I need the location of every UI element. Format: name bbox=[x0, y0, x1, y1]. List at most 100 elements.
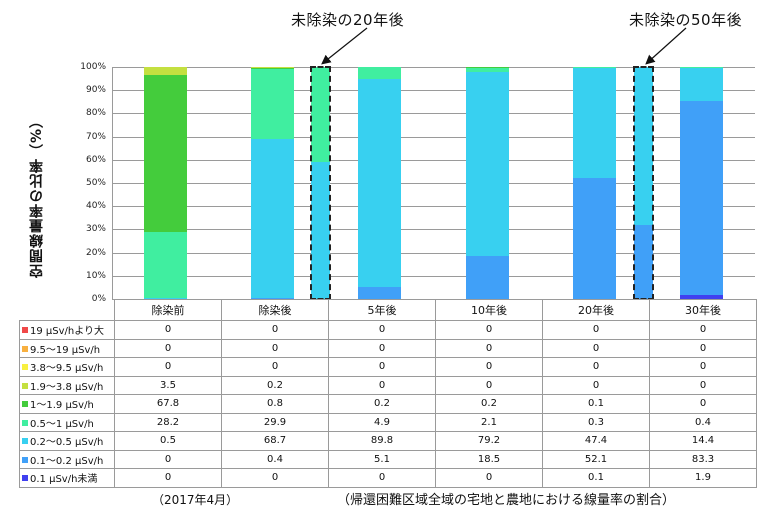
legend-label: 1.9～3.8 μSv/h bbox=[30, 381, 104, 393]
bar-segment bbox=[634, 67, 653, 225]
y-axis-label: 空間線量率の比率（%） bbox=[29, 112, 45, 278]
legend-swatch-icon bbox=[22, 475, 28, 482]
y-tick-label: 10% bbox=[85, 270, 106, 281]
bar-segment bbox=[144, 75, 187, 233]
bar-segment bbox=[311, 67, 330, 163]
table-cell: 0 bbox=[114, 338, 222, 358]
gridline bbox=[112, 275, 755, 277]
legend-label: 0.2～0.5 μSv/h bbox=[30, 437, 104, 449]
table-cell: 2.1 bbox=[435, 412, 543, 432]
table-cell: 14.4 bbox=[649, 431, 757, 451]
table-cell: 89.8 bbox=[328, 431, 436, 451]
table-row: 9.5～19 μSv/h 0 0 0 0 0 0 bbox=[19, 338, 757, 358]
legend-swatch-icon bbox=[22, 438, 28, 445]
callout-undecontaminated-50yr: 未除染の50年後 bbox=[629, 11, 743, 29]
table-row: 1.9～3.8 μSv/h 3.5 0.2 0 0 0 0 bbox=[19, 375, 757, 395]
table-row: 3.8～9.5 μSv/h 0 0 0 0 0 0 bbox=[19, 357, 757, 377]
table-cell: 67.8 bbox=[114, 394, 222, 414]
table-cell: 0.4 bbox=[221, 449, 329, 469]
legend-swatch-icon bbox=[22, 364, 28, 371]
legend-label: 19 μSv/hより大 bbox=[30, 326, 105, 338]
table-cell: 28.2 bbox=[114, 412, 222, 432]
legend-label: 0.5～1 μSv/h bbox=[30, 418, 94, 430]
bar-segment bbox=[358, 67, 402, 79]
table-row: 0.1 μSv/h未満 0 0 0 0 0.1 1.9 bbox=[19, 468, 757, 488]
legend-swatch-icon bbox=[22, 327, 28, 334]
table-row: 0.2～0.5 μSv/h 0.5 68.7 89.8 79.2 47.4 14.4 bbox=[19, 431, 757, 451]
table-cell: 0.2 bbox=[328, 394, 436, 414]
bar-4 bbox=[572, 67, 616, 299]
table-cell: 0 bbox=[328, 357, 436, 377]
legend-swatch-icon bbox=[22, 345, 28, 352]
y-tick-label: 90% bbox=[85, 85, 106, 96]
legend-label: 1～1.9 μSv/h bbox=[30, 400, 94, 412]
table-cell: 0.5 bbox=[114, 431, 222, 451]
legend-swatch-icon bbox=[22, 456, 28, 463]
bar-segment bbox=[465, 67, 509, 73]
table-cell: 0 bbox=[328, 468, 436, 488]
table-cell: 47.4 bbox=[542, 431, 650, 451]
table-cell: 0 bbox=[649, 357, 757, 377]
gridline bbox=[112, 159, 755, 161]
y-tick-label: 0% bbox=[91, 294, 106, 304]
gridline bbox=[112, 183, 755, 184]
table-header-row: 除染前 除染後 5年後 10年後 20年後 30年後 bbox=[19, 299, 757, 321]
table-cell: 0 bbox=[435, 375, 543, 395]
table-cell: 0 bbox=[435, 357, 543, 377]
gridline bbox=[112, 206, 755, 208]
table-cell: 0 bbox=[328, 375, 436, 395]
arrow-50yr bbox=[645, 27, 687, 65]
category-header: 10年後 bbox=[435, 299, 543, 321]
y-axis-line bbox=[112, 67, 113, 300]
table-cell: 29.9 bbox=[221, 412, 329, 432]
category-header: 除染後 bbox=[221, 299, 329, 321]
legend-label: 0.1～0.2 μSv/h bbox=[30, 455, 104, 467]
table-cell: 0 bbox=[114, 468, 222, 488]
table-cell: 0 bbox=[649, 338, 757, 358]
table-cell: 4.9 bbox=[328, 412, 436, 432]
table-cell: 52.1 bbox=[542, 449, 650, 469]
table-cell: 0 bbox=[649, 375, 757, 395]
bar-segment bbox=[144, 232, 187, 298]
y-tick-label: 70% bbox=[85, 131, 106, 142]
bar-segment bbox=[144, 297, 187, 299]
table-cell: 0 bbox=[114, 449, 222, 469]
table-cell: 0.8 bbox=[221, 394, 329, 414]
y-tick-label: 60% bbox=[85, 154, 106, 165]
table-cell: 0 bbox=[114, 357, 222, 377]
y-tick-label: 40% bbox=[85, 201, 106, 212]
bar-segment bbox=[358, 78, 402, 288]
bar-segment bbox=[465, 256, 509, 299]
category-header: 5年後 bbox=[328, 299, 436, 321]
table-cell: 0 bbox=[221, 468, 329, 488]
bar-segment bbox=[358, 287, 402, 299]
legend-swatch-icon bbox=[22, 419, 28, 426]
bar-segment bbox=[251, 298, 295, 299]
gridline bbox=[112, 136, 755, 138]
table-cell: 1.9 bbox=[649, 468, 757, 488]
footer-caption: （帰還困難区域全域の宅地と農地における線量率の割合） bbox=[337, 493, 676, 508]
table-cell: 0 bbox=[221, 320, 329, 340]
bar-segment bbox=[251, 69, 295, 139]
table-cell: 0.4 bbox=[649, 412, 757, 432]
bar-segment bbox=[251, 67, 295, 70]
table-cell: 0 bbox=[542, 357, 650, 377]
data-table: 除染前 除染後 5年後 10年後 20年後 30年後 19 μSv/hより大 0 0 0 0 0 0 9.… bbox=[19, 299, 757, 488]
table-cell: 0 bbox=[435, 468, 543, 488]
table-cell: 0 bbox=[542, 375, 650, 395]
category-header: 除染前 bbox=[114, 299, 222, 321]
table-row: 19 μSv/hより大 0 0 0 0 0 0 bbox=[19, 320, 757, 340]
table-cell: 0 bbox=[435, 320, 543, 340]
table-cell: 0 bbox=[435, 338, 543, 358]
table-row: 0.1～0.2 μSv/h 0 0.4 5.1 18.5 52.1 83.3 bbox=[19, 449, 757, 469]
legend-label: 0.1 μSv/h未満 bbox=[30, 474, 98, 486]
table-cell: 0.1 bbox=[542, 394, 650, 414]
bar-segment bbox=[680, 294, 723, 299]
legend-swatch-icon bbox=[22, 382, 28, 389]
table-cell: 0 bbox=[649, 394, 757, 414]
category-header: 20年後 bbox=[542, 299, 650, 321]
table-cell: 18.5 bbox=[435, 449, 543, 469]
table-cell: 0 bbox=[221, 357, 329, 377]
table-cell: 0.2 bbox=[221, 375, 329, 395]
legend-swatch-icon bbox=[22, 401, 28, 408]
